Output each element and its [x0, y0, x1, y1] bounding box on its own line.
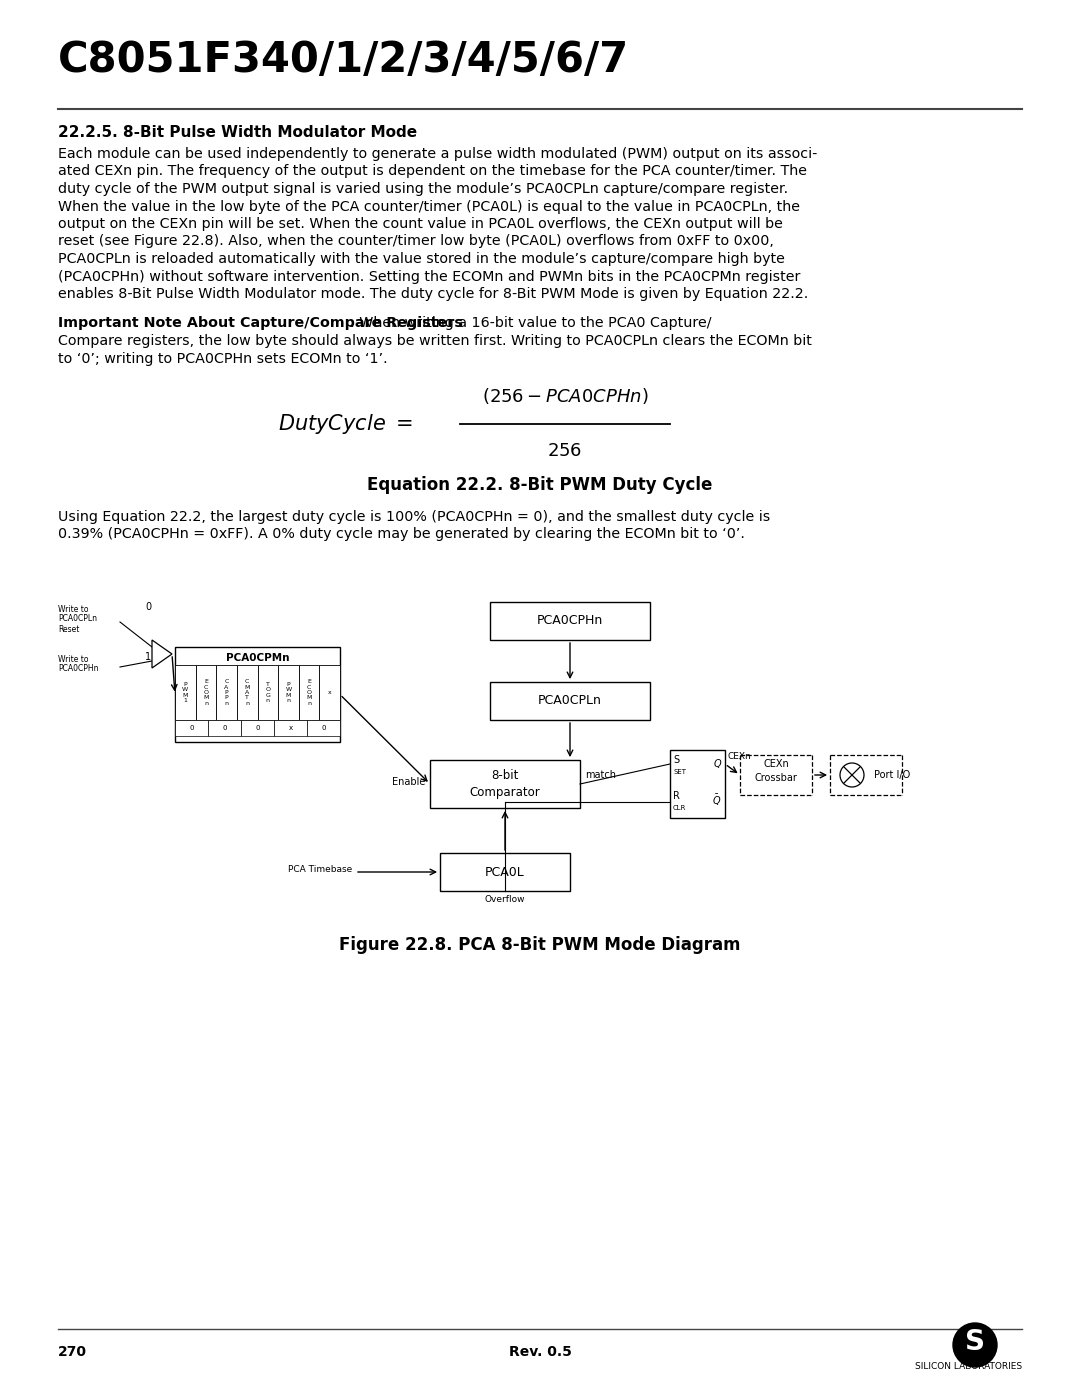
- Text: match: match: [585, 770, 616, 780]
- Text: PCA0CPHn: PCA0CPHn: [58, 664, 98, 673]
- Bar: [299, 665, 320, 719]
- Bar: [440, 854, 570, 891]
- Text: to ‘0’; writing to PCA0CPHn sets ECOMn to ‘1’.: to ‘0’; writing to PCA0CPHn sets ECOMn t…: [58, 352, 388, 366]
- Text: 0: 0: [189, 725, 193, 731]
- Bar: [307, 719, 340, 736]
- Bar: [237, 665, 257, 719]
- Text: 8-bit
Comparator: 8-bit Comparator: [470, 768, 540, 799]
- Text: $256$: $256$: [548, 441, 582, 460]
- Text: CEXn: CEXn: [764, 759, 788, 768]
- Text: PCA0CPMn: PCA0CPMn: [226, 652, 289, 664]
- Text: Q: Q: [714, 759, 721, 768]
- Text: Overflow: Overflow: [485, 895, 525, 904]
- Text: R: R: [673, 791, 680, 800]
- Text: reset (see Figure 22.8). Also, when the counter/timer low byte (PCA0L) overflows: reset (see Figure 22.8). Also, when the …: [58, 235, 774, 249]
- Text: CLR: CLR: [673, 805, 687, 812]
- Text: S: S: [966, 1329, 985, 1356]
- Text: Enable: Enable: [392, 777, 426, 787]
- Bar: [175, 665, 195, 719]
- Text: 0.39% (PCA0CPHn = 0xFF). A 0% duty cycle may be generated by clearing the ECOMn : 0.39% (PCA0CPHn = 0xFF). A 0% duty cycle…: [58, 527, 745, 541]
- Text: PCA0CPLn: PCA0CPLn: [58, 615, 97, 623]
- Text: Using Equation 22.2, the largest duty cycle is 100% (PCA0CPHn = 0), and the smal: Using Equation 22.2, the largest duty cy…: [58, 510, 770, 524]
- Bar: [279, 665, 299, 719]
- Bar: [274, 719, 307, 736]
- Text: PCA0L: PCA0L: [485, 866, 525, 879]
- Text: Figure 22.8. PCA 8-Bit PWM Mode Diagram: Figure 22.8. PCA 8-Bit PWM Mode Diagram: [339, 936, 741, 954]
- Text: C
A
P
P
n: C A P P n: [225, 679, 229, 705]
- Text: Important Note About Capture/Compare Registers: Important Note About Capture/Compare Reg…: [58, 317, 463, 331]
- Text: (PCA0CPHn) without software intervention. Setting the ECOMn and PWMn bits in the: (PCA0CPHn) without software intervention…: [58, 270, 800, 284]
- Text: $\bar{Q}$: $\bar{Q}$: [712, 792, 721, 807]
- Bar: [216, 665, 237, 719]
- Text: PCA0CPLn: PCA0CPLn: [538, 694, 602, 707]
- Text: $(256 - PCA0CPHn)$: $(256 - PCA0CPHn)$: [482, 386, 648, 405]
- Text: Equation 22.2. 8-Bit PWM Duty Cycle: Equation 22.2. 8-Bit PWM Duty Cycle: [367, 475, 713, 493]
- Text: E
C
O
M
n: E C O M n: [307, 679, 312, 705]
- Text: x: x: [328, 690, 332, 694]
- Text: $DutyCycle\ =\ $: $DutyCycle\ =\ $: [278, 412, 414, 436]
- Bar: [490, 682, 650, 719]
- Text: x: x: [288, 725, 293, 731]
- Bar: [257, 665, 279, 719]
- Bar: [320, 665, 340, 719]
- Text: CEXn: CEXn: [728, 752, 752, 761]
- Text: PCA0CPLn is reloaded automatically with the value stored in the module’s capture: PCA0CPLn is reloaded automatically with …: [58, 251, 785, 265]
- Text: 270: 270: [58, 1345, 87, 1359]
- Text: : When writing a 16-bit value to the PCA0 Capture/: : When writing a 16-bit value to the PCA…: [350, 317, 712, 331]
- Text: E
C
O
M
n: E C O M n: [203, 679, 208, 705]
- Text: 22.2.5. 8-Bit Pulse Width Modulator Mode: 22.2.5. 8-Bit Pulse Width Modulator Mode: [58, 124, 417, 140]
- Text: C
M
A
T
n: C M A T n: [244, 679, 249, 705]
- Text: C8051F340/1/2/3/4/5/6/7: C8051F340/1/2/3/4/5/6/7: [58, 39, 630, 81]
- Bar: [490, 602, 650, 640]
- Text: T
O
G
n: T O G n: [266, 682, 270, 703]
- Bar: [241, 719, 274, 736]
- Text: Port I/O: Port I/O: [874, 770, 910, 780]
- Bar: [175, 719, 208, 736]
- Text: P
W
M
1: P W M 1: [183, 682, 188, 703]
- Text: ated CEXn pin. The frequency of the output is dependent on the timebase for the : ated CEXn pin. The frequency of the outp…: [58, 165, 807, 179]
- Bar: [670, 750, 725, 819]
- Text: S: S: [673, 754, 679, 766]
- Text: 0: 0: [222, 725, 227, 731]
- Text: 0: 0: [321, 725, 326, 731]
- Text: Each module can be used independently to generate a pulse width modulated (PWM) : Each module can be used independently to…: [58, 147, 818, 161]
- Bar: [175, 647, 340, 742]
- Text: PCA Timebase: PCA Timebase: [287, 866, 352, 875]
- Text: Write to: Write to: [58, 605, 89, 615]
- Bar: [195, 665, 216, 719]
- Text: duty cycle of the PWM output signal is varied using the module’s PCA0CPLn captur: duty cycle of the PWM output signal is v…: [58, 182, 788, 196]
- Text: 0: 0: [255, 725, 260, 731]
- Text: Crossbar: Crossbar: [755, 773, 797, 782]
- Text: P
W
M
n: P W M n: [285, 682, 292, 703]
- Text: SILICON LABORATORIES: SILICON LABORATORIES: [915, 1362, 1022, 1370]
- Text: Write to: Write to: [58, 655, 89, 664]
- Text: output on the CEXn pin will be set. When the count value in PCA0L overflows, the: output on the CEXn pin will be set. When…: [58, 217, 783, 231]
- Text: PCA0CPHn: PCA0CPHn: [537, 615, 603, 627]
- Text: When the value in the low byte of the PCA counter/timer (PCA0L) is equal to the : When the value in the low byte of the PC…: [58, 200, 800, 214]
- Circle shape: [953, 1323, 997, 1368]
- Text: SET: SET: [673, 768, 686, 775]
- Text: Reset: Reset: [58, 624, 79, 634]
- Text: Rev. 0.5: Rev. 0.5: [509, 1345, 571, 1359]
- Bar: [430, 760, 580, 807]
- Text: Compare registers, the low byte should always be written first. Writing to PCA0C: Compare registers, the low byte should a…: [58, 334, 812, 348]
- Text: 1: 1: [145, 652, 151, 662]
- Text: 0: 0: [145, 602, 151, 612]
- Bar: [208, 719, 241, 736]
- Text: enables 8-Bit Pulse Width Modulator mode. The duty cycle for 8-Bit PWM Mode is g: enables 8-Bit Pulse Width Modulator mode…: [58, 286, 808, 300]
- Polygon shape: [152, 640, 172, 668]
